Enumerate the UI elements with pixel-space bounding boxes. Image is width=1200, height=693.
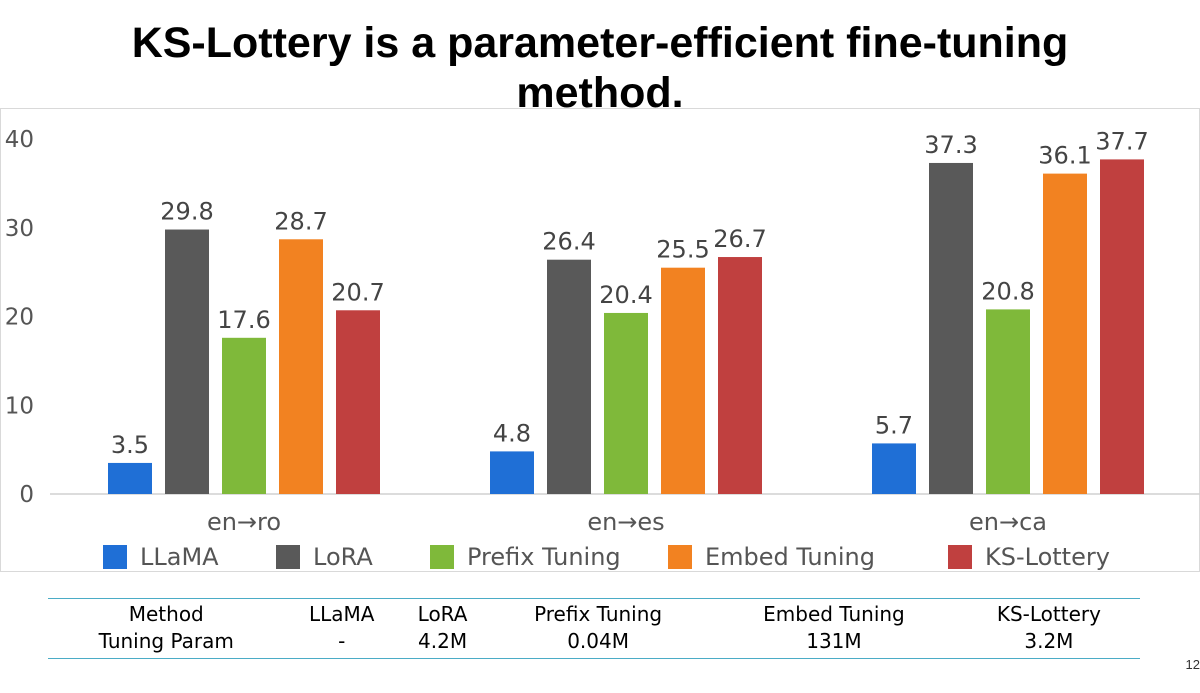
bar-chart: 0 10 20 30 40 3.5 29.8 17.6 28.7 20.7 4.8 26.420.4… — [0, 108, 1200, 572]
data-label: 20.7 — [331, 278, 384, 306]
table-cell: 4.2M — [399, 628, 487, 659]
y-tick-label: 20 — [5, 305, 34, 331]
data-label: 36.1 — [1038, 142, 1091, 170]
data-label: 28.7 — [274, 207, 327, 235]
data-label: 5.7 — [875, 411, 913, 439]
slide-title: KS-Lottery is a parameter-efficient fine… — [0, 18, 1200, 118]
legend-label: LoRA — [313, 543, 373, 571]
legend-label: KS-Lottery — [985, 543, 1110, 571]
bar — [929, 162, 973, 494]
data-label: 37.3 — [924, 131, 977, 159]
table-cell: 0.04M — [486, 628, 711, 659]
data-label: 37.7 — [1095, 127, 1148, 155]
slide-title-line-1: KS-Lottery is a parameter-efficient fine… — [131, 19, 1069, 67]
data-label: 20.4 — [599, 281, 652, 309]
x-category-label: en→ro — [207, 508, 281, 536]
legend-swatch — [276, 545, 300, 569]
bar — [661, 267, 705, 494]
data-label: 3.5 — [111, 431, 149, 459]
tuning-param-table: Method LLaMA LoRA Prefix Tuning Embed Tu… — [48, 598, 1140, 659]
bar — [718, 257, 762, 494]
bar — [547, 259, 591, 494]
legend-swatch — [948, 545, 972, 569]
chart-legend: LLaMA LoRA Prefix Tuning Embed Tuning KS-Lot… — [103, 543, 1110, 571]
table-header-cell: LLaMA — [284, 598, 400, 628]
bar — [604, 312, 648, 494]
y-tick-label: 40 — [5, 127, 34, 153]
table-header-cell: Method — [48, 598, 285, 628]
legend-label: LLaMA — [140, 543, 219, 571]
table-cell: 131M — [710, 628, 958, 659]
bar — [108, 462, 152, 494]
table-header-cell: Embed Tuning — [710, 598, 958, 628]
legend-swatch — [430, 545, 454, 569]
table-cell: - — [284, 628, 400, 659]
y-tick-label: 10 — [5, 393, 34, 419]
bar — [1100, 159, 1144, 494]
legend-swatch — [668, 545, 692, 569]
data-label: 20.8 — [981, 277, 1034, 305]
legend-label: Embed Tuning — [705, 543, 875, 571]
legend-swatch — [103, 545, 127, 569]
data-label: 17.6 — [217, 306, 270, 334]
y-tick-label: 0 — [19, 482, 34, 508]
data-label: 26.7 — [713, 225, 766, 253]
bar — [336, 310, 380, 494]
table-header-cell: LoRA — [399, 598, 487, 628]
table-row: Tuning Param - 4.2M 0.04M 131M 3.2M — [48, 628, 1140, 659]
page-number: 12 — [1185, 657, 1200, 672]
table-header-cell: Prefix Tuning — [486, 598, 711, 628]
bar — [490, 451, 534, 494]
x-category-label: en→ca — [969, 508, 1047, 536]
bar — [222, 337, 266, 494]
bar — [872, 443, 916, 494]
x-category-label: en→es — [587, 508, 664, 536]
table-cell: 3.2M — [957, 628, 1140, 659]
data-label: 26.4 — [542, 228, 595, 256]
table-header-row: Method LLaMA LoRA Prefix Tuning Embed Tu… — [48, 598, 1140, 628]
bar — [279, 239, 323, 494]
legend-label: Prefix Tuning — [467, 543, 621, 571]
bar-series: 3.5 29.8 17.6 28.7 20.7 4.8 26.420.425.5 26.7 5.… — [108, 127, 1149, 495]
bar — [165, 229, 209, 494]
x-axis-categories: en→ro en→es en→ca — [207, 508, 1047, 536]
data-label: 25.5 — [656, 236, 709, 264]
data-label: 4.8 — [493, 419, 531, 447]
y-axis-ticks: 0 10 20 30 40 — [5, 127, 34, 508]
bar — [986, 309, 1030, 494]
data-label: 29.8 — [160, 198, 213, 226]
table-cell: Tuning Param — [48, 628, 285, 659]
table-header-cell: KS-Lottery — [957, 598, 1140, 628]
y-tick-label: 30 — [5, 216, 34, 242]
bar — [1043, 173, 1087, 495]
